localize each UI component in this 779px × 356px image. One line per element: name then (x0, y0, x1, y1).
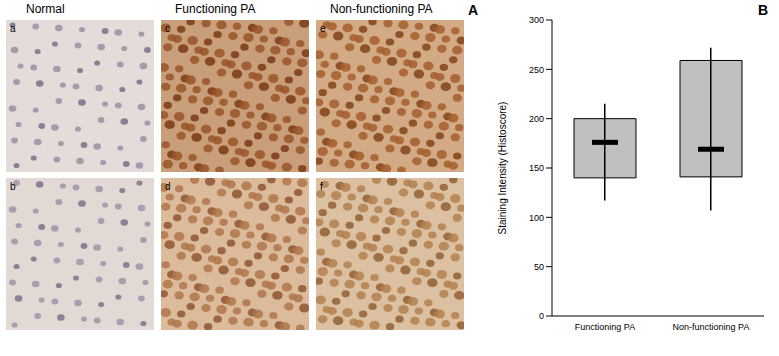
svg-text:a: a (10, 23, 16, 34)
svg-text:b: b (10, 181, 16, 192)
svg-text:Non-functioning PA: Non-functioning PA (673, 322, 750, 332)
svg-text:e: e (320, 23, 326, 34)
svg-text:0: 0 (539, 311, 544, 321)
svg-text:Staining Intensity (Histoscore: Staining Intensity (Histoscore) (497, 102, 508, 235)
svg-text:200: 200 (529, 114, 544, 124)
svg-text:50: 50 (534, 262, 544, 272)
svg-text:150: 150 (529, 163, 544, 173)
html-text:Normal: Normal (26, 2, 65, 16)
svg-text:300: 300 (529, 15, 544, 25)
html-text:Non-functioning PA: Non-functioning PA (330, 2, 433, 16)
svg-text:250: 250 (529, 65, 544, 75)
html-text:B: B (758, 2, 769, 18)
svg-text:d: d (165, 181, 171, 192)
svg-text:Functioning PA: Functioning PA (575, 322, 635, 332)
html-text:A: A (468, 2, 479, 18)
html-text:Functioning PA: Functioning PA (175, 2, 256, 16)
svg-text:c: c (165, 23, 170, 34)
svg-text:f: f (320, 181, 323, 192)
svg-text:100: 100 (529, 213, 544, 223)
